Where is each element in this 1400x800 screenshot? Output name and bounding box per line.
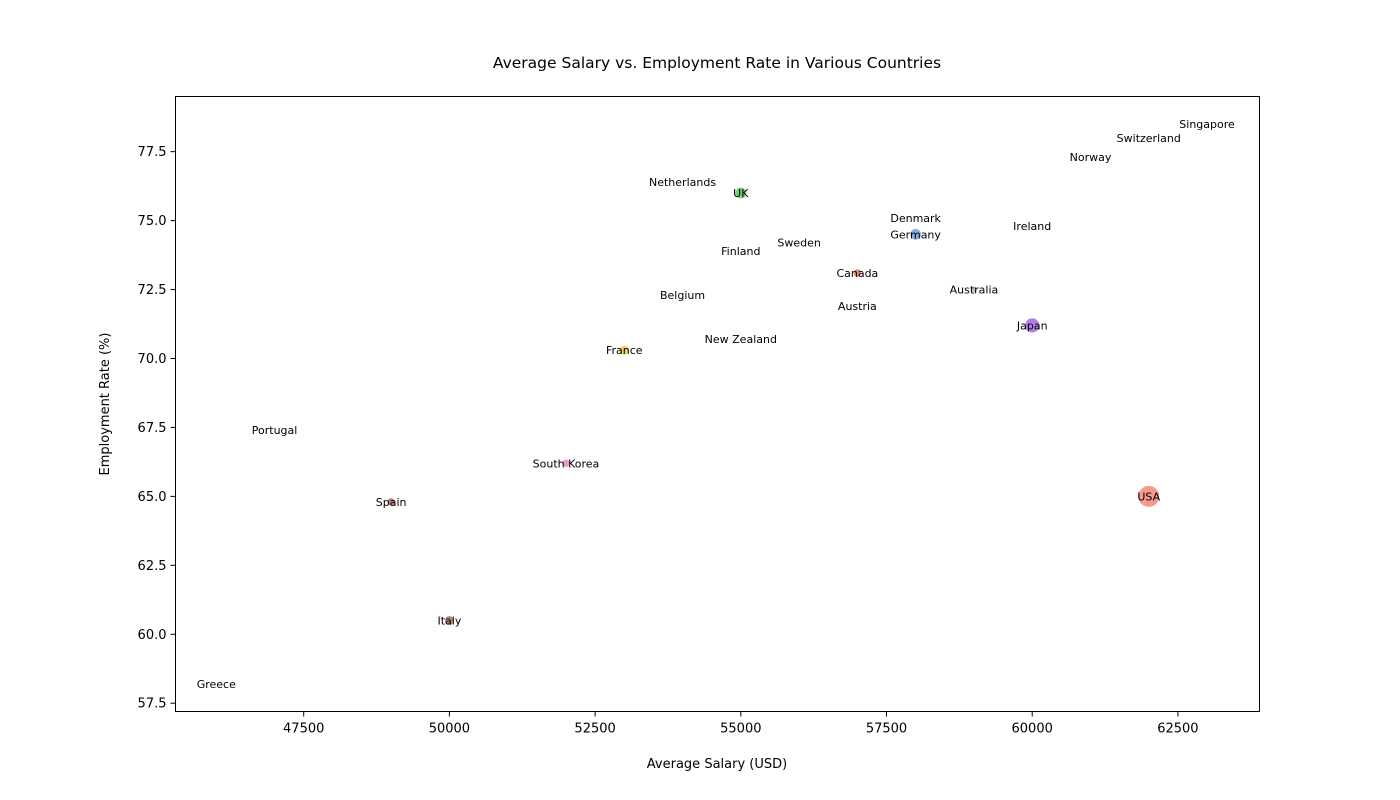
data-point-label: USA	[1137, 490, 1160, 503]
data-point-marker	[969, 285, 978, 294]
marker-layer	[386, 186, 1161, 627]
label-layer: USA Japan Germany UK France Italy Canada South …	[197, 118, 1235, 691]
y-tick-label: 72.5	[138, 283, 167, 298]
x-tick-label: 57500	[866, 722, 907, 737]
data-point-label: Belgium	[660, 289, 705, 302]
data-point-label: Austria	[838, 300, 877, 313]
y-tick-label: 65.0	[138, 490, 167, 505]
data-point-label: Greece	[197, 678, 236, 691]
y-tick-label: 75.0	[138, 214, 167, 229]
y-tick-label: 67.5	[138, 421, 167, 436]
y-tick-label: 77.5	[138, 145, 167, 160]
data-point-label: Portugal	[252, 424, 298, 437]
x-tick-label: 62500	[1157, 722, 1198, 737]
y-tick-label: 70.0	[138, 352, 167, 367]
data-point-label: Germany	[890, 228, 941, 241]
x-tick-label: 47500	[283, 722, 324, 737]
data-point-label: Japan	[1016, 319, 1048, 332]
y-tick-label: 57.5	[138, 697, 167, 712]
data-point-label: New Zealand	[705, 333, 777, 346]
y-axis-title: Employment Rate (%)	[98, 333, 113, 476]
data-point-label: Canada	[836, 267, 878, 280]
x-tick-label: 50000	[429, 722, 470, 737]
data-point-label: Netherlands	[649, 176, 716, 189]
data-point-label: Singapore	[1179, 118, 1235, 131]
data-point-marker	[386, 497, 396, 507]
chart-title: Average Salary vs. Employment Rate in Va…	[493, 54, 941, 72]
data-point-marker	[1137, 484, 1161, 508]
data-point-label: Italy	[437, 614, 461, 627]
data-point-marker	[618, 344, 630, 356]
x-tick-label: 60000	[1012, 722, 1053, 737]
data-point-marker	[443, 614, 455, 627]
data-point-label: France	[606, 344, 643, 357]
y-tick-label: 60.0	[138, 628, 167, 643]
plot-area-frame	[175, 96, 1260, 712]
data-point-marker	[1024, 317, 1041, 334]
y-axis: 57.5 60.0 62.5 65.0 67.5 70.0 72.5 75.0 77.5	[138, 145, 176, 712]
data-point-label: Norway	[1070, 151, 1112, 164]
data-point-label: South Korea	[533, 457, 600, 470]
x-axis-title: Average Salary (USD)	[647, 757, 787, 772]
data-point-label: Finland	[721, 245, 760, 258]
data-point-label: Switzerland	[1117, 132, 1181, 145]
data-point-label: Ireland	[1013, 220, 1051, 233]
x-tick-label: 55000	[720, 722, 761, 737]
x-tick-label: 52500	[574, 722, 615, 737]
data-point-label: Australia	[950, 284, 999, 297]
data-point-label: Sweden	[777, 237, 820, 250]
data-point-label: UK	[733, 187, 749, 200]
data-point-marker	[734, 186, 748, 200]
data-point-marker	[561, 458, 571, 468]
data-point-marker	[909, 227, 923, 241]
y-tick-label: 62.5	[138, 559, 167, 574]
x-axis: 47500 50000 52500 55000 57500 60000 62500	[283, 711, 1199, 737]
data-point-label: Spain	[376, 496, 407, 509]
data-point-label: Denmark	[890, 212, 941, 225]
data-point-marker	[852, 268, 863, 278]
